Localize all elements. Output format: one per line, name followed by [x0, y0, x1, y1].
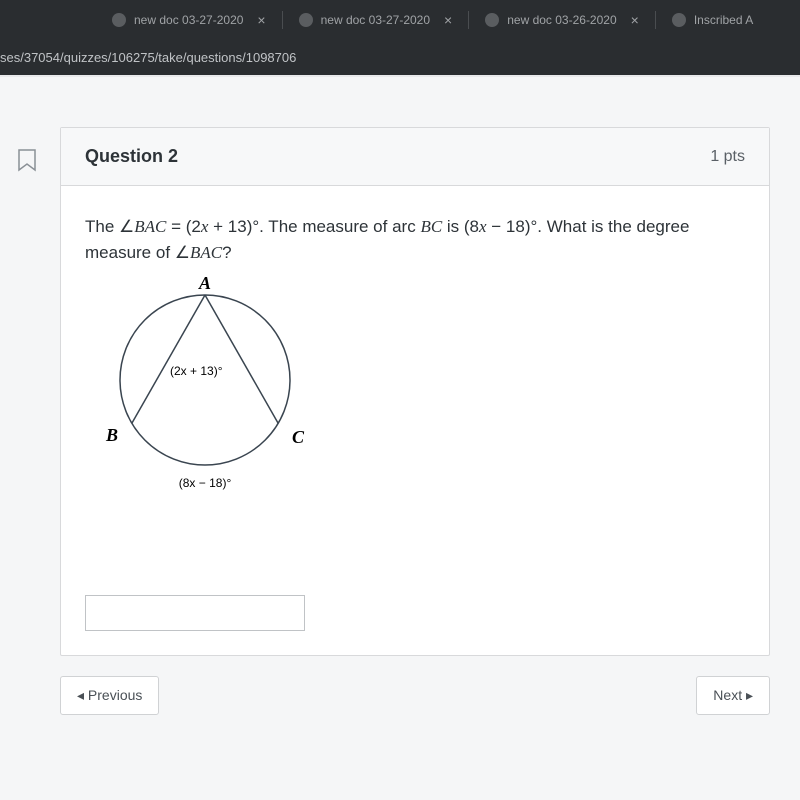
question-points: 1 pts	[710, 148, 745, 166]
next-button[interactable]: Next ▸	[696, 676, 770, 715]
circle-diagram: A B C (2x + 13)° (8x − 18)°	[95, 275, 745, 505]
tab-label: new doc 03-27-2020	[134, 13, 243, 27]
text-part: The ∠	[85, 217, 134, 236]
tab-label: Inscribed A	[694, 13, 753, 27]
tab-divider	[282, 11, 283, 29]
text-part: measure of ∠	[85, 243, 190, 262]
chord-ac	[205, 295, 278, 423]
tab-divider	[468, 11, 469, 29]
angle-label: (2x + 13)°	[170, 364, 223, 378]
address-bar[interactable]: ses/37054/quizzes/106275/take/questions/…	[0, 40, 800, 75]
point-label-a: A	[198, 275, 211, 293]
tab-favicon-icon	[485, 13, 499, 27]
chord-ab	[132, 295, 205, 423]
point-label-c: C	[292, 427, 305, 447]
question-title: Question 2	[85, 146, 178, 167]
browser-chrome: new doc 03-27-2020 × new doc 03-27-2020 …	[0, 0, 800, 75]
bookmark-flag-icon[interactable]	[17, 148, 37, 172]
text-math: x	[479, 217, 487, 236]
browser-tab[interactable]: new doc 03-26-2020 ×	[473, 4, 651, 36]
page-background: Question 2 1 pts The ∠BAC = (2x + 13)°. …	[0, 77, 800, 800]
tab-label: new doc 03-26-2020	[507, 13, 616, 27]
tabs-bar: new doc 03-27-2020 × new doc 03-27-2020 …	[0, 0, 800, 40]
question-card: Question 2 1 pts The ∠BAC = (2x + 13)°. …	[60, 127, 770, 656]
arc-label: (8x − 18)°	[179, 476, 232, 490]
diagram-svg: A B C (2x + 13)° (8x − 18)°	[95, 275, 335, 500]
nav-buttons: ◂ Previous Next ▸	[60, 676, 770, 715]
content-area: Question 2 1 pts The ∠BAC = (2x + 13)°. …	[0, 75, 800, 800]
browser-tab[interactable]: Inscribed A	[660, 5, 765, 35]
point-label-b: B	[105, 425, 118, 445]
tab-divider	[655, 11, 656, 29]
text-part: − 18)°. What is the degree	[487, 217, 690, 236]
tab-label: new doc 03-27-2020	[321, 13, 430, 27]
diagram-circle	[120, 295, 290, 465]
question-header: Question 2 1 pts	[61, 128, 769, 186]
close-icon[interactable]: ×	[257, 12, 265, 28]
text-math: BAC	[190, 243, 222, 262]
text-part: is (8	[442, 217, 479, 236]
text-part: = (2	[166, 217, 201, 236]
browser-tab[interactable]: new doc 03-27-2020 ×	[100, 4, 278, 36]
text-math: BAC	[134, 217, 166, 236]
answer-input[interactable]	[85, 595, 305, 631]
tab-favicon-icon	[672, 13, 686, 27]
question-text: The ∠BAC = (2x + 13)°. The measure of ar…	[85, 214, 745, 265]
browser-tab[interactable]: new doc 03-27-2020 ×	[287, 4, 465, 36]
tab-favicon-icon	[112, 13, 126, 27]
text-part: ?	[222, 243, 231, 262]
previous-button[interactable]: ◂ Previous	[60, 676, 159, 715]
close-icon[interactable]: ×	[444, 12, 452, 28]
text-part: + 13)°. The measure of arc	[208, 217, 420, 236]
close-icon[interactable]: ×	[631, 12, 639, 28]
url-text: ses/37054/quizzes/106275/take/questions/…	[0, 50, 296, 65]
tab-favicon-icon	[299, 13, 313, 27]
question-body: The ∠BAC = (2x + 13)°. The measure of ar…	[61, 186, 769, 655]
text-math: BC	[420, 217, 442, 236]
